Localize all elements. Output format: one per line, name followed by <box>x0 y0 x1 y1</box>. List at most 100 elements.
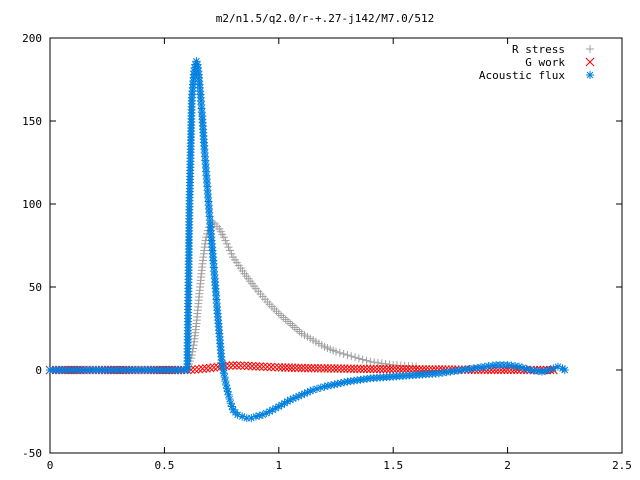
data-point <box>392 364 401 374</box>
data-point <box>335 348 344 357</box>
data-point <box>227 249 236 258</box>
data-point <box>326 364 336 373</box>
y-tick-label: 50 <box>29 281 42 294</box>
data-point <box>303 363 313 373</box>
data-point <box>209 363 219 372</box>
data-point <box>274 362 284 372</box>
y-tick-label: 0 <box>35 364 42 377</box>
data-point <box>236 361 246 370</box>
data-point <box>382 364 392 374</box>
data-point <box>372 364 382 374</box>
chart-title: m2/n1.5/q2.0/r-+.27-j142/M7.0/512 <box>216 12 435 25</box>
data-point <box>218 362 227 371</box>
data-point <box>295 327 304 336</box>
data-point <box>339 364 349 373</box>
axes: 0 0.5 1 1.5 2 2.5 -50 0 50 100 150 200 <box>22 32 632 472</box>
data-point <box>377 359 386 368</box>
data-point <box>287 363 297 373</box>
data-point <box>323 364 333 373</box>
data-point <box>373 358 382 367</box>
data-point <box>343 351 352 360</box>
series-acoustic-flux <box>46 57 569 423</box>
data-point <box>219 233 228 242</box>
x-tick-label: 1.5 <box>383 459 403 472</box>
plot-frame <box>49 37 623 454</box>
data-point <box>385 360 394 369</box>
data-point <box>332 347 340 356</box>
data-point <box>405 364 414 374</box>
data-point <box>221 236 230 245</box>
data-point <box>365 364 375 374</box>
data-point <box>310 363 320 373</box>
y-tick-label: 200 <box>22 32 42 45</box>
data-point <box>379 364 388 374</box>
data-point <box>388 364 398 374</box>
data-point <box>263 362 272 372</box>
data-point <box>283 317 292 326</box>
data-point <box>293 325 302 334</box>
data-point <box>243 361 253 371</box>
data-point <box>352 364 362 374</box>
data-point <box>362 356 371 365</box>
x-tick-label: 2 <box>504 459 511 472</box>
data-point <box>369 364 378 374</box>
legend-marker <box>586 71 594 79</box>
data-point <box>346 364 356 374</box>
data-point <box>333 364 342 373</box>
data-point <box>354 354 363 363</box>
data-point <box>401 364 411 374</box>
data-point <box>297 363 307 373</box>
data-point <box>362 364 372 374</box>
data-point <box>424 365 434 374</box>
x-tick-label: 0 <box>47 459 54 472</box>
legend-label: G work <box>525 56 565 69</box>
data-point <box>224 361 234 371</box>
data-point <box>232 361 242 370</box>
x-tick-label: 0.5 <box>154 459 174 472</box>
data-point <box>351 353 360 362</box>
data-point <box>480 362 489 371</box>
data-point <box>198 364 207 374</box>
data-point <box>201 364 211 373</box>
data-point <box>189 341 198 350</box>
data-point <box>300 363 310 373</box>
data-point <box>222 239 231 248</box>
data-point <box>255 362 265 371</box>
data-point <box>284 363 293 372</box>
data-point <box>218 359 227 368</box>
data-point <box>194 364 204 374</box>
data-point <box>281 315 290 324</box>
data-point <box>294 392 303 401</box>
data-point <box>277 311 286 320</box>
x-tick-label: 1 <box>275 459 282 472</box>
data-point <box>290 323 299 332</box>
x-tick-label: 2.5 <box>612 459 632 472</box>
y-tick-label: 150 <box>22 115 42 128</box>
data-marks <box>45 57 569 423</box>
data-point <box>356 364 365 374</box>
data-point <box>240 361 249 371</box>
data-point <box>359 364 369 374</box>
data-point <box>259 362 268 372</box>
data-point <box>190 365 200 374</box>
data-point <box>247 361 257 371</box>
data-point <box>398 364 408 374</box>
data-point <box>277 363 287 372</box>
data-point <box>358 355 367 364</box>
data-point <box>224 243 233 252</box>
data-point <box>279 313 288 322</box>
legend-marker <box>585 57 595 67</box>
data-point <box>339 349 348 358</box>
data-point <box>395 364 405 374</box>
data-point <box>522 364 531 373</box>
data-point <box>290 363 300 373</box>
legend-label: Acoustic flux <box>479 69 565 82</box>
data-point <box>428 365 437 374</box>
data-point <box>228 360 238 370</box>
data-point <box>286 319 295 328</box>
data-point <box>336 364 346 373</box>
legend-marker <box>586 45 594 53</box>
data-point <box>320 363 329 373</box>
